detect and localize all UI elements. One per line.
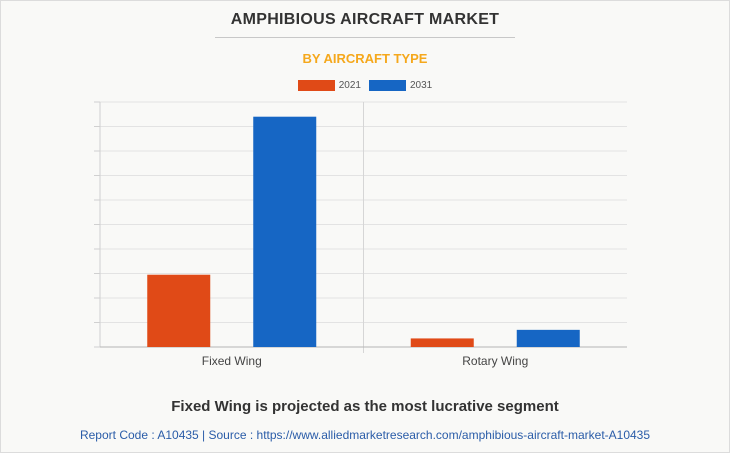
legend-swatch-2021 xyxy=(297,80,335,91)
legend-item-2021[interactable]: 2021 xyxy=(297,80,361,91)
legend-swatch-2031 xyxy=(369,80,406,91)
legend-label-2031: 2031 xyxy=(410,80,433,91)
source-footer: Report Code : A10435 | Source : https://… xyxy=(79,428,651,442)
title-divider xyxy=(215,37,515,38)
chart-title: AMPHIBIOUS AIRCRAFT MARKET xyxy=(230,11,500,28)
chart-subtitle: BY AIRCRAFT TYPE xyxy=(302,51,428,66)
legend-item-2031[interactable]: 2031 xyxy=(369,80,432,91)
chart-tagline: Fixed Wing is projected as the most lucr… xyxy=(171,398,559,415)
bar-2031 xyxy=(516,329,580,347)
chart-legend: 2021 2031 xyxy=(0,80,730,91)
legend-label-2021: 2021 xyxy=(338,80,361,91)
bar-2021 xyxy=(410,338,474,347)
x-tick-label: Rotary Wing xyxy=(462,354,528,368)
bar-2021 xyxy=(147,274,211,347)
bar-2031 xyxy=(253,116,317,347)
x-tick-label: Fixed Wing xyxy=(202,354,262,368)
